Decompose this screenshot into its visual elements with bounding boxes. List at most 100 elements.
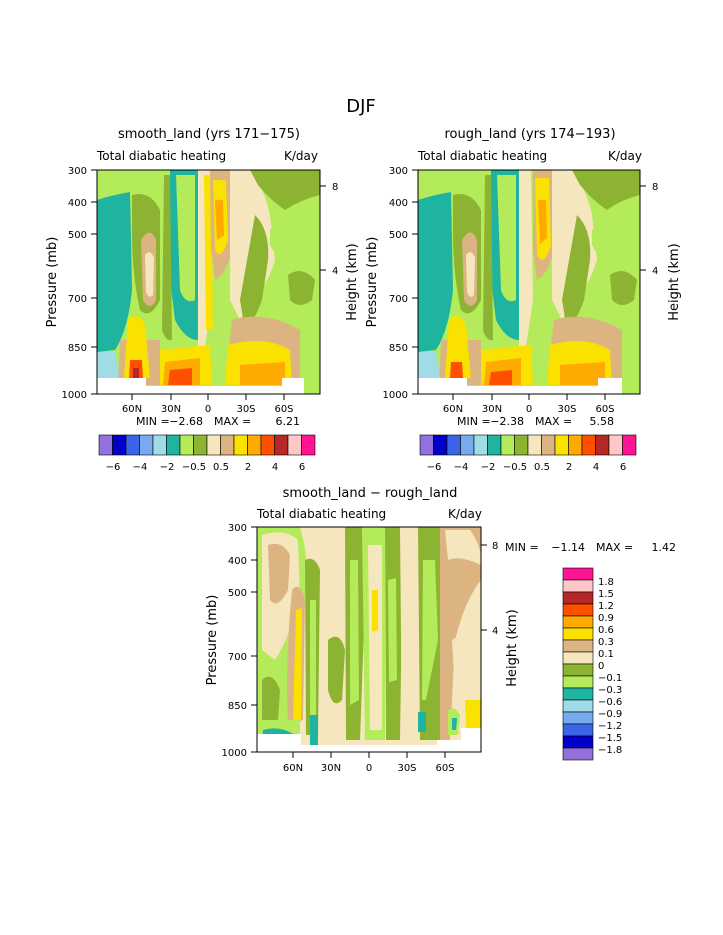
colorbar-swatch: [419, 434, 434, 456]
colorbar-swatch: [562, 579, 594, 593]
x-tick-label: 30N: [321, 763, 341, 774]
y-tick-label: 300: [228, 523, 247, 534]
colorbar-label: 6: [299, 462, 305, 473]
y-tick-label: 400: [389, 198, 408, 209]
y-tick-label: 700: [389, 294, 408, 305]
x-tick-label: 30S: [236, 404, 255, 415]
min-label: MIN =: [457, 415, 491, 428]
colorbar-swatch: [287, 434, 302, 456]
colorbar-swatch: [98, 434, 113, 456]
y-axis-label: Pressure (mb): [365, 237, 380, 328]
y-tick-label: 500: [389, 230, 408, 241]
y-tick-label: 500: [68, 230, 87, 241]
panel-subtitle: Total diabatic heating: [417, 149, 547, 163]
y2-tick-label: 4: [652, 266, 658, 277]
y-tick-label: 400: [228, 556, 247, 567]
contour-field: [257, 527, 481, 752]
colorbar-swatch: [527, 434, 542, 456]
y-axis-label: Pressure (mb): [205, 595, 220, 686]
y-axis-label: Pressure (mb): [45, 237, 60, 328]
colorbar-swatch: [473, 434, 488, 456]
colorbar-swatch: [562, 687, 594, 701]
colorbar-label: −1.8: [598, 745, 622, 756]
colorbar-label: 0.3: [598, 637, 614, 648]
colorbar-swatch: [562, 651, 594, 665]
colorbar-label: −4: [454, 462, 469, 473]
colorbar-label: −1.5: [598, 733, 622, 744]
max-label: MAX =: [214, 415, 251, 428]
colorbar-swatch: [562, 663, 594, 677]
colorbar-label: −0.5: [503, 462, 527, 473]
panel-rough-land: rough_land (yrs 174−193) Total diabatic …: [365, 127, 682, 473]
y2-tick-label: 8: [332, 182, 338, 193]
colorbar-swatch: [193, 434, 208, 456]
y-ticks: [412, 169, 646, 395]
y-tick-label: 700: [228, 652, 247, 663]
panel-units: K/day: [448, 507, 482, 521]
colorbar-swatch: [562, 711, 594, 725]
y-tick-label: 850: [228, 701, 247, 712]
colorbar-label: 0.9: [598, 613, 614, 624]
y2-axis-label: Height (km): [667, 243, 682, 320]
colorbar-label: −6: [427, 462, 442, 473]
x-ticks: [131, 394, 285, 400]
x-tick-label: 30S: [397, 763, 416, 774]
colorbar-swatch: [446, 434, 461, 456]
colorbar-swatch: [247, 434, 262, 456]
colorbar-label: 4: [593, 462, 599, 473]
y-tick-label: 700: [68, 294, 87, 305]
colorbar-swatch: [152, 434, 167, 456]
y-tick-label: 1000: [222, 748, 247, 759]
panel-difference: smooth_land − rough_land Total diabatic …: [205, 486, 676, 774]
colorbar-swatch: [608, 434, 623, 456]
panel-smooth-land: smooth_land (yrs 171−175) Total diabatic…: [45, 127, 360, 473]
x-tick-label: 0: [366, 763, 372, 774]
panel-subtitle: Total diabatic heating: [256, 507, 386, 521]
y2-tick-label: 4: [332, 266, 338, 277]
max-value: 6.21: [276, 415, 301, 428]
figure-title: DJF: [346, 96, 376, 117]
colorbar-swatch: [179, 434, 194, 456]
max-label: MAX =: [535, 415, 572, 428]
x-tick-label: 60S: [435, 763, 454, 774]
colorbar-swatch: [220, 434, 235, 456]
y2-axis-label: Height (km): [505, 609, 520, 686]
y2-axis-label: Height (km): [345, 243, 360, 320]
colorbar-swatch: [562, 627, 594, 641]
colorbar-swatch: [125, 434, 140, 456]
x-tick-label: 60N: [443, 404, 463, 415]
x-tick-label: 60S: [274, 404, 293, 415]
colorbar-swatch: [562, 699, 594, 713]
colorbar-swatch: [562, 747, 594, 761]
colorbar-swatch: [562, 603, 594, 617]
panel-units: K/day: [608, 149, 642, 163]
colorbar-label: −1.2: [598, 721, 622, 732]
x-tick-label: 30S: [557, 404, 576, 415]
colorbar-swatch: [487, 434, 502, 456]
y-tick-label: 400: [68, 198, 87, 209]
colorbar-label: 6: [620, 462, 626, 473]
colorbar-label: −6: [106, 462, 121, 473]
colorbar-swatch: [562, 675, 594, 689]
x-ticks: [292, 752, 446, 758]
colorbar-label: 2: [245, 462, 251, 473]
colorbar-label: 0.5: [534, 462, 550, 473]
panel-units: K/day: [284, 149, 318, 163]
colorbar-swatch: [460, 434, 475, 456]
colorbar-label: 0: [598, 661, 604, 672]
colorbar-swatch: [562, 735, 594, 749]
colorbar-swatch: [562, 639, 594, 653]
y-tick-label: 1000: [383, 390, 408, 401]
colorbar-swatch: [112, 434, 127, 456]
colorbar-swatch: [274, 434, 289, 456]
y-tick-label: 850: [389, 343, 408, 354]
min-label: MIN =: [136, 415, 170, 428]
x-tick-label: 30N: [161, 404, 181, 415]
colorbar-swatch: [139, 434, 154, 456]
colorbar-label: −0.5: [182, 462, 206, 473]
min-value: −1.14: [551, 541, 585, 554]
colorbar-swatch: [554, 434, 569, 456]
colorbar-label: 1.8: [598, 577, 614, 588]
colorbar-swatch: [433, 434, 448, 456]
colorbar-swatch: [595, 434, 610, 456]
